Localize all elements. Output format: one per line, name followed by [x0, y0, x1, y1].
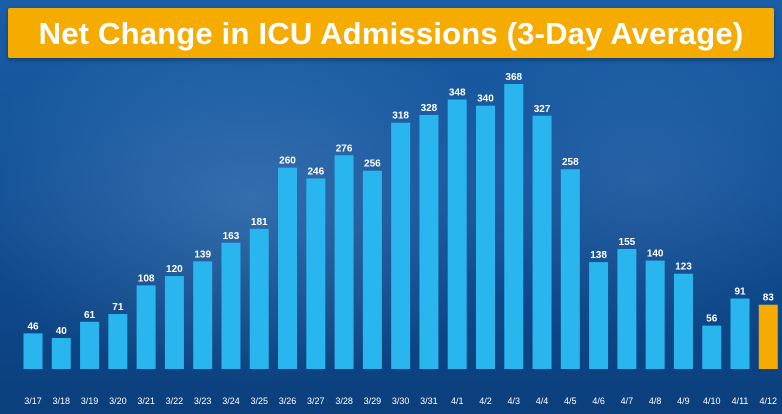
value-labels-group: 46 40 61 71 108 120 139 163 181 260 246 276 256 318 32…	[27, 72, 774, 337]
bar-3-31	[419, 114, 439, 369]
value-label-3-30: 318	[392, 111, 409, 122]
bar-4-11	[730, 298, 750, 369]
value-label-4-1: 348	[449, 87, 466, 98]
value-label-4-5: 258	[562, 157, 579, 168]
value-label-4-9: 123	[675, 262, 692, 273]
bar-3-20	[108, 314, 128, 369]
x-tick-4-8: 4/8	[649, 396, 662, 406]
bar-3-24	[221, 242, 241, 369]
bar-3-23	[193, 261, 213, 369]
bar-4-8	[645, 260, 665, 369]
bar-3-22	[164, 276, 184, 369]
x-tick-3-24: 3/24	[222, 396, 240, 406]
value-label-4-2: 340	[477, 94, 494, 105]
x-tick-4-6: 4/6	[592, 396, 605, 406]
x-tick-3-20: 3/20	[109, 396, 127, 406]
value-label-3-25: 181	[251, 217, 268, 228]
x-tick-3-26: 3/26	[279, 396, 297, 406]
bar-3-28	[334, 155, 354, 369]
bars-group	[23, 84, 778, 370]
value-label-3-29: 256	[364, 159, 381, 170]
bar-3-21	[136, 285, 156, 369]
value-label-4-3: 368	[505, 72, 522, 83]
bar-4-12	[758, 304, 778, 369]
x-tick-labels-group: 3/17 3/18 3/19 3/20 3/21 3/22 3/23 3/24 3/25 3/26…	[24, 396, 777, 406]
value-label-4-6: 138	[590, 250, 607, 261]
value-label-3-24: 163	[223, 231, 240, 242]
x-tick-3-22: 3/22	[166, 396, 184, 406]
bar-3-17	[23, 333, 43, 370]
bar-4-2	[475, 105, 495, 370]
x-tick-4-2: 4/2	[479, 396, 492, 406]
x-tick-3-25: 3/25	[250, 396, 268, 406]
bar-3-27	[306, 178, 326, 369]
x-tick-3-23: 3/23	[194, 396, 212, 406]
value-label-3-21: 108	[138, 273, 155, 284]
value-label-3-26: 260	[279, 156, 296, 167]
bar-4-10	[702, 325, 722, 369]
bar-3-19	[80, 321, 100, 369]
x-tick-3-17: 3/17	[24, 396, 42, 406]
value-label-3-28: 276	[336, 143, 353, 154]
x-tick-4-4: 4/4	[536, 396, 549, 406]
x-tick-4-7: 4/7	[621, 396, 634, 406]
value-label-3-22: 120	[166, 264, 183, 275]
x-tick-3-18: 3/18	[53, 396, 71, 406]
x-tick-4-1: 4/1	[451, 396, 464, 406]
bar-4-5	[560, 169, 580, 369]
x-tick-3-21: 3/21	[137, 396, 155, 406]
value-label-4-12: 83	[763, 293, 775, 304]
value-label-3-23: 139	[194, 249, 211, 260]
x-tick-3-19: 3/19	[81, 396, 99, 406]
x-tick-3-30: 3/30	[392, 396, 410, 406]
bar-3-30	[391, 122, 411, 369]
x-tick-4-5: 4/5	[564, 396, 577, 406]
x-tick-3-29: 3/29	[364, 396, 382, 406]
bar-4-1	[447, 99, 467, 370]
value-label-3-31: 328	[421, 103, 438, 114]
chart-title: Net Change in ICU Admissions (3-Day Aver…	[38, 15, 744, 51]
value-label-3-17: 46	[27, 321, 39, 332]
value-label-4-10: 56	[706, 314, 718, 325]
value-label-3-20: 71	[112, 302, 124, 313]
bar-4-6	[589, 262, 609, 370]
bar-3-29	[362, 170, 382, 369]
x-tick-3-31: 3/31	[420, 396, 438, 406]
x-tick-3-28: 3/28	[335, 396, 353, 406]
bar-3-18	[51, 338, 71, 369]
x-tick-4-11: 4/11	[732, 396, 749, 406]
value-label-3-18: 40	[56, 326, 68, 337]
bar-3-25	[249, 228, 269, 369]
value-label-3-27: 246	[307, 166, 324, 177]
x-tick-4-9: 4/9	[677, 396, 690, 406]
x-tick-3-27: 3/27	[307, 396, 325, 406]
x-tick-4-10: 4/10	[703, 396, 721, 406]
bar-3-26	[278, 167, 298, 369]
x-tick-4-12: 4/12	[760, 396, 778, 406]
bar-4-3	[504, 84, 524, 369]
value-label-4-8: 140	[647, 249, 664, 260]
bar-4-9	[673, 273, 693, 369]
value-label-4-7: 155	[619, 237, 636, 248]
bar-4-7	[617, 248, 637, 369]
value-label-4-11: 91	[734, 287, 746, 298]
title-banner: Net Change in ICU Admissions (3-Day Aver…	[8, 8, 774, 58]
value-label-4-4: 327	[534, 104, 551, 115]
x-tick-4-3: 4/3	[508, 396, 521, 406]
value-label-3-19: 61	[84, 310, 96, 321]
bar-4-4	[532, 115, 552, 369]
